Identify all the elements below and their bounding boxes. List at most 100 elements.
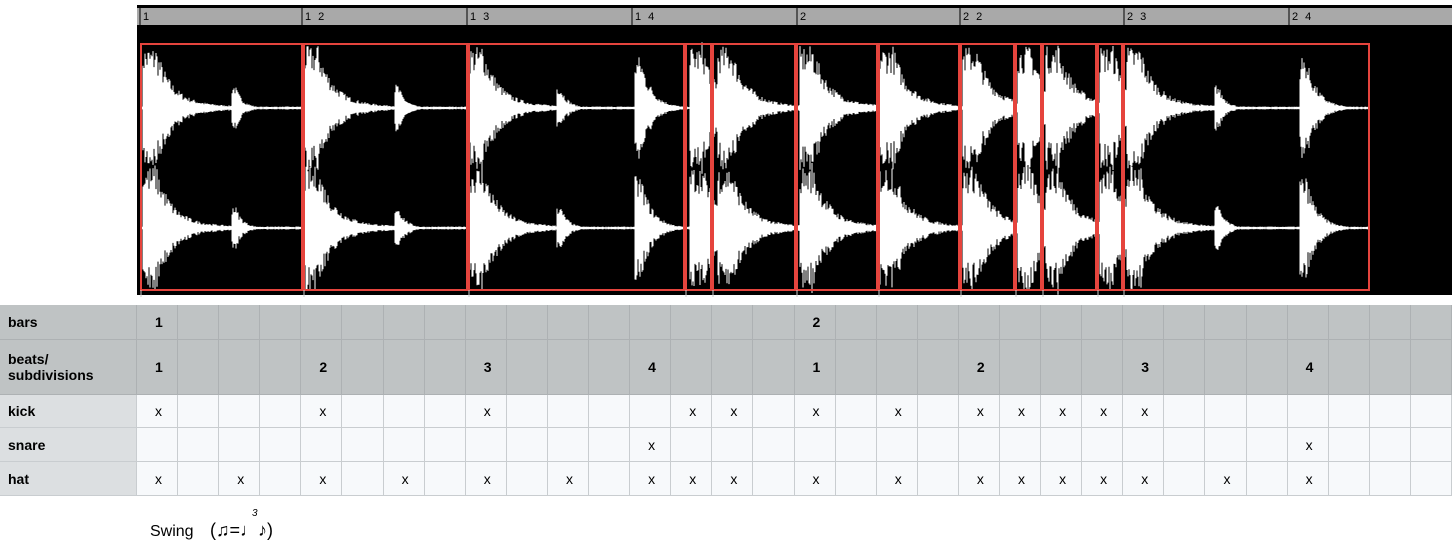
table-cell: 3	[466, 340, 507, 395]
row-label: beats/ subdivisions	[0, 340, 137, 395]
table-cell	[918, 395, 959, 428]
table-cell: x	[630, 428, 671, 462]
table-cell	[1082, 305, 1123, 340]
table-cell	[712, 428, 753, 462]
table-cell	[260, 395, 301, 428]
table-cell	[753, 395, 794, 428]
table-cell	[548, 395, 589, 428]
table-cell	[1411, 340, 1452, 395]
row-label: kick	[0, 395, 137, 428]
table-cell	[836, 395, 877, 428]
ruler	[137, 8, 1452, 25]
table-cell	[753, 462, 794, 496]
table-cell	[1370, 462, 1411, 496]
table-cell	[589, 305, 630, 340]
table-cell	[342, 340, 383, 395]
table-cell: x	[137, 462, 178, 496]
table-cell	[1205, 305, 1246, 340]
table-cell	[1288, 395, 1329, 428]
table-cell	[1411, 428, 1452, 462]
table-cell	[1247, 462, 1288, 496]
table-cell	[1370, 395, 1411, 428]
table-cell	[1000, 340, 1041, 395]
table-cell	[795, 428, 836, 462]
table-cell	[342, 305, 383, 340]
table-cell	[178, 305, 219, 340]
table-cell: x	[1288, 462, 1329, 496]
table-cell	[384, 395, 425, 428]
table-cell: x	[1000, 395, 1041, 428]
table-cell	[918, 428, 959, 462]
table-cell	[1370, 305, 1411, 340]
table-cell: 4	[1288, 340, 1329, 395]
table-cell: x	[219, 462, 260, 496]
table-cell: x	[1082, 462, 1123, 496]
table-cell: 2	[795, 305, 836, 340]
table-cell	[425, 395, 466, 428]
table-cell	[178, 340, 219, 395]
table-cell	[1000, 428, 1041, 462]
table-cell	[836, 305, 877, 340]
table-cell: x	[1041, 395, 1082, 428]
table-cell	[630, 395, 671, 428]
table-cell	[1205, 340, 1246, 395]
table-cell	[959, 305, 1000, 340]
table-cell	[1247, 305, 1288, 340]
table-cell	[384, 340, 425, 395]
table-cell: x	[712, 395, 753, 428]
table-cell: x	[301, 462, 342, 496]
table-cell	[466, 428, 507, 462]
table-cell	[425, 428, 466, 462]
table-cell: x	[712, 462, 753, 496]
table-cell	[1411, 462, 1452, 496]
table-cell	[425, 305, 466, 340]
triplet-mark: 3	[252, 508, 258, 519]
table-cell	[384, 305, 425, 340]
table-cell	[342, 428, 383, 462]
table-cell	[425, 462, 466, 496]
table-cell: x	[466, 462, 507, 496]
table-cell	[219, 428, 260, 462]
table-cell	[671, 305, 712, 340]
table-cell	[1164, 462, 1205, 496]
table-cell	[877, 305, 918, 340]
table-cell	[1329, 340, 1370, 395]
table-cell	[178, 395, 219, 428]
table-cell	[1411, 395, 1452, 428]
swing-notation: (♫=♩♪)	[210, 520, 273, 540]
table-cell	[507, 428, 548, 462]
table-cell: x	[671, 395, 712, 428]
table-cell: x	[959, 462, 1000, 496]
table-cell	[1288, 305, 1329, 340]
table-cell: x	[630, 462, 671, 496]
table-cell	[671, 428, 712, 462]
table-cell	[507, 462, 548, 496]
table-cell	[1247, 428, 1288, 462]
table-cell	[712, 340, 753, 395]
table-row: snarexx	[0, 428, 1452, 462]
table-cell: x	[301, 395, 342, 428]
table-cell	[918, 305, 959, 340]
table-cell: x	[137, 395, 178, 428]
table-cell	[877, 340, 918, 395]
table-cell	[1000, 305, 1041, 340]
page: 11 21 31 422 22 32 4 bars12beats/ subdiv…	[0, 0, 1452, 548]
table-cell	[425, 340, 466, 395]
ruler-label: 2 4	[1292, 11, 1313, 23]
table-cell	[1041, 428, 1082, 462]
table-cell: x	[1082, 395, 1123, 428]
row-label: hat	[0, 462, 137, 496]
table-cell: x	[671, 462, 712, 496]
ruler-label: 2	[800, 11, 808, 23]
table-cell	[1164, 340, 1205, 395]
table-cell	[219, 305, 260, 340]
ruler-label: 1 3	[470, 11, 491, 23]
table-cell	[1205, 395, 1246, 428]
table-cell	[1041, 340, 1082, 395]
table-cell: x	[959, 395, 1000, 428]
table-cell	[342, 395, 383, 428]
table-cell	[1123, 428, 1164, 462]
row-label: snare	[0, 428, 137, 462]
